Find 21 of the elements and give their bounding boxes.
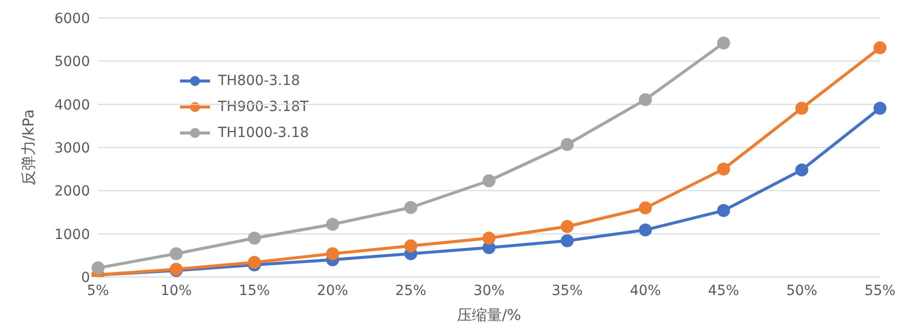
x-tick-label: 30% [473, 282, 505, 299]
y-tick-label: 5000 [54, 54, 90, 70]
y-tick-label: 2000 [54, 184, 90, 200]
x-tick-label: 35% [552, 282, 583, 299]
legend-label: TH900-3.18T [218, 98, 309, 117]
x-tick-label: 25% [395, 282, 426, 299]
legend-label: TH800-3.18 [218, 72, 300, 91]
y-axis-title: 反弹力/kPa [19, 109, 38, 186]
y-tick-label: 6000 [54, 10, 90, 27]
x-tick-label: 10% [160, 282, 192, 299]
x-tick-label: 55% [864, 282, 896, 299]
x-tick-label: 45% [708, 282, 740, 299]
legend-label: TH1000-3.18 [218, 124, 309, 143]
x-tick-label: 50% [786, 282, 818, 299]
x-tick-label: 40% [630, 282, 661, 299]
y-tick-label: 3000 [54, 140, 90, 156]
y-tick-label: 4000 [54, 97, 90, 114]
x-tick-label: 20% [317, 282, 348, 299]
x-axis-title: 压缩量/% [456, 306, 522, 324]
y-tick-label: 1000 [54, 226, 90, 243]
x-tick-label: 15% [238, 282, 270, 299]
